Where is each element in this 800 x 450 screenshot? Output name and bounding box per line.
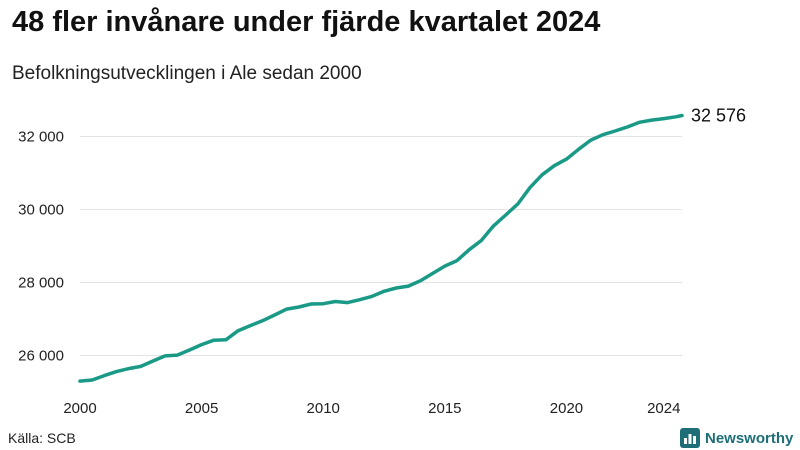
x-axis-ticks: 2000 2005 2010 2015 2020 2024 bbox=[63, 400, 680, 417]
y-tick-label: 32 000 bbox=[18, 129, 64, 146]
brand-logo: Newsworthy bbox=[680, 428, 793, 448]
x-tick-label: 2000 bbox=[63, 400, 96, 417]
x-tick-label: 2015 bbox=[428, 400, 461, 417]
x-tick-label: 2024 bbox=[647, 400, 680, 417]
series-layer bbox=[78, 113, 684, 383]
source-label: Källa: SCB bbox=[8, 430, 76, 446]
y-axis-ticks: 26 000 28 000 30 000 32 000 bbox=[18, 129, 64, 365]
x-tick-label: 2005 bbox=[185, 400, 218, 417]
y-tick-label: 28 000 bbox=[18, 275, 64, 292]
x-tick-label: 2010 bbox=[307, 400, 340, 417]
chart-bars-icon bbox=[680, 428, 700, 448]
y-tick-label: 30 000 bbox=[18, 202, 64, 219]
chart-subtitle: Befolkningsutvecklingen i Ale sedan 2000 bbox=[12, 63, 362, 84]
y-tick-label: 26 000 bbox=[18, 348, 64, 365]
end-value-label: 32 576 bbox=[691, 105, 746, 125]
x-tick-label: 2020 bbox=[550, 400, 583, 417]
brand-name: Newsworthy bbox=[705, 429, 794, 447]
population-series-line bbox=[78, 113, 684, 383]
gridlines bbox=[80, 136, 682, 356]
chart-title: 48 fler invånare under fjärde kvartalet … bbox=[12, 6, 601, 38]
